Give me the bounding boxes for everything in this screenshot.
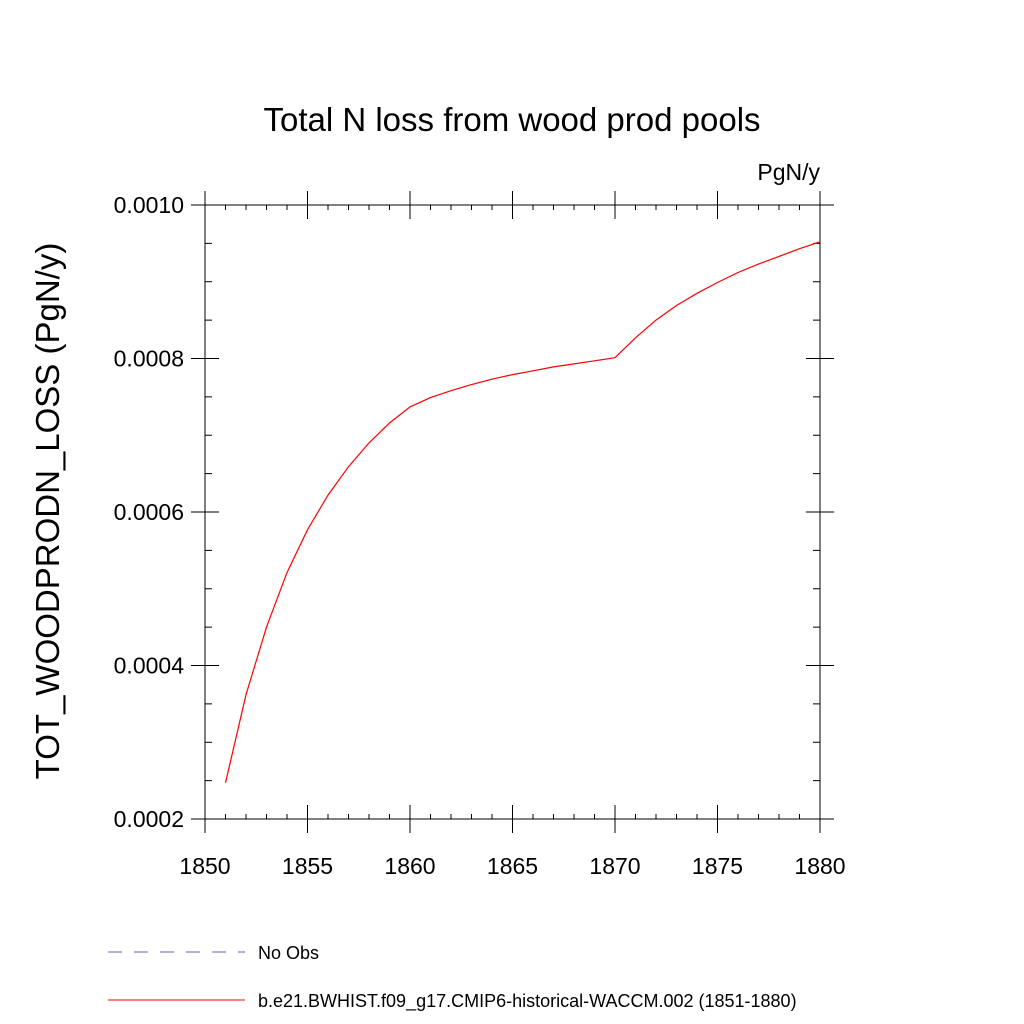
plot-frame [204,204,821,820]
x-tick-label: 1850 [179,853,230,879]
x-axis: 1850 1855 1860 1865 1870 1875 1880 [179,191,846,879]
series-line [224,241,821,784]
x-tick-label: 1875 [692,853,743,879]
legend-label: No Obs [258,943,319,963]
series-layer [224,241,821,784]
legend-label: b.e21.BWHIST.f09_g17.CMIP6-historical-WA… [258,991,797,1012]
units-label: PgN/y [757,159,820,185]
y-tick-label: 0.0008 [114,346,184,372]
x-tick-label: 1865 [487,853,538,879]
x-tick-label: 1870 [589,853,640,879]
y-axis-title: TOT_WOODPRODN_LOSS (PgN/y) [29,243,66,780]
y-axis: 0.0002 0.0004 0.0006 0.0008 0.0010 [114,192,834,832]
y-tick-label: 0.0004 [114,653,185,679]
x-tick-label: 1880 [794,853,845,879]
chart-title: Total N loss from wood prod pools [263,101,760,138]
y-tick-label: 0.0006 [114,499,184,525]
x-tick-label: 1860 [384,853,435,879]
y-tick-label: 0.0010 [114,192,184,218]
legend: No Obs b.e21.BWHIST.f09_g17.CMIP6-histori… [108,943,797,1012]
x-tick-label: 1855 [282,853,333,879]
y-tick-label: 0.0002 [114,806,184,832]
